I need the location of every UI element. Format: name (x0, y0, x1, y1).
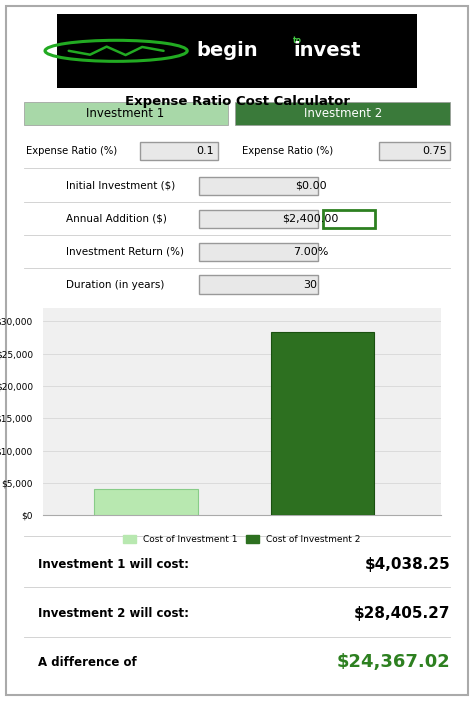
Text: Expense Ratio (%): Expense Ratio (%) (242, 146, 333, 156)
Text: 0.75: 0.75 (422, 146, 447, 156)
Bar (271, 332, 374, 515)
FancyBboxPatch shape (57, 14, 417, 88)
Text: Expense Ratio (%): Expense Ratio (%) (26, 146, 117, 156)
Text: invest: invest (293, 41, 360, 60)
Legend: Cost of Investment 1, Cost of Investment 2: Cost of Investment 1, Cost of Investment… (119, 532, 364, 548)
Text: $2,400.00: $2,400.00 (283, 214, 338, 224)
FancyBboxPatch shape (235, 102, 450, 125)
Text: $28,405.27: $28,405.27 (354, 606, 450, 621)
Text: Annual Addition ($): Annual Addition ($) (66, 214, 167, 224)
Bar (94, 489, 198, 515)
Text: Duration (in years): Duration (in years) (66, 280, 165, 290)
Text: 7.00%: 7.00% (293, 247, 328, 257)
Text: to: to (293, 36, 302, 45)
FancyBboxPatch shape (199, 243, 318, 261)
Text: Investment 2: Investment 2 (303, 107, 382, 120)
FancyBboxPatch shape (199, 210, 318, 228)
Text: Investment 2 will cost:: Investment 2 will cost: (38, 607, 189, 620)
Text: 30: 30 (303, 280, 318, 290)
FancyBboxPatch shape (199, 275, 318, 294)
Text: A difference of: A difference of (38, 656, 137, 669)
Text: $4,038.25: $4,038.25 (365, 557, 450, 572)
FancyBboxPatch shape (24, 102, 228, 125)
FancyBboxPatch shape (323, 210, 375, 228)
Text: Investment Return (%): Investment Return (%) (66, 247, 184, 257)
Text: $24,367.02: $24,367.02 (337, 653, 450, 672)
Text: $0.00: $0.00 (295, 181, 326, 191)
Text: 0.1: 0.1 (197, 146, 214, 156)
Text: begin: begin (197, 41, 258, 60)
Text: Expense Ratio Cost Calculator: Expense Ratio Cost Calculator (125, 95, 349, 108)
Text: Investment 1: Investment 1 (86, 107, 165, 120)
FancyBboxPatch shape (140, 142, 218, 160)
FancyBboxPatch shape (199, 177, 318, 195)
Text: Initial Investment ($): Initial Investment ($) (66, 181, 175, 191)
FancyBboxPatch shape (379, 142, 450, 160)
Text: Investment 1 will cost:: Investment 1 will cost: (38, 558, 189, 571)
